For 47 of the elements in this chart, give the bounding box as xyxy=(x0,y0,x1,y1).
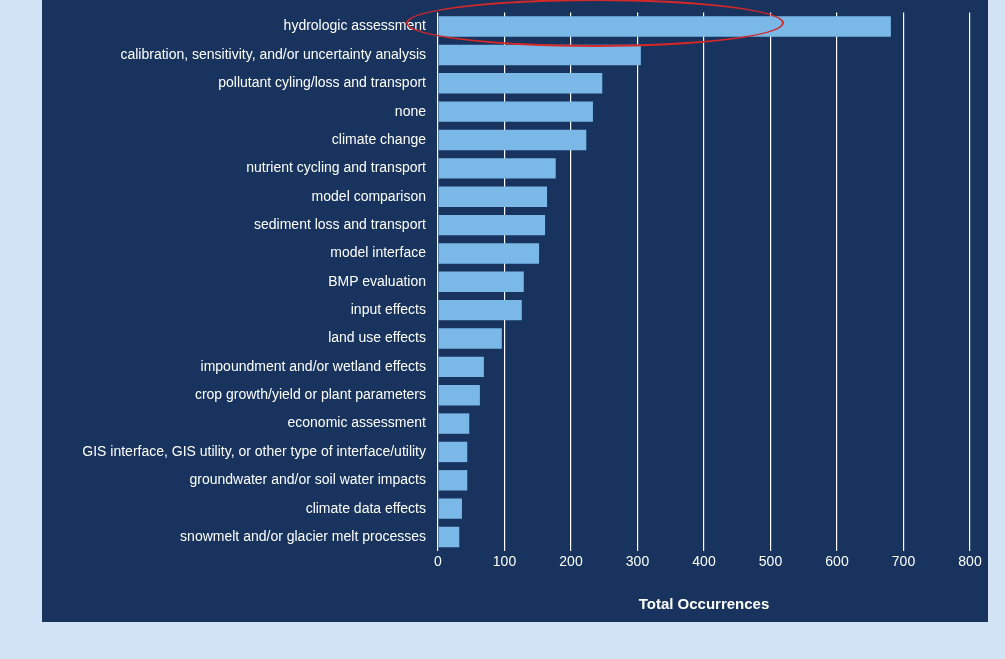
y-tick-label: none xyxy=(394,102,427,119)
x-tick-label: 800 xyxy=(958,553,982,570)
bar xyxy=(438,158,556,179)
y-tick-label: snowmelt and/or glacier melt processes xyxy=(180,527,426,544)
bar xyxy=(438,16,891,37)
bar xyxy=(438,271,524,293)
x-axis-title: Total Occurrences xyxy=(638,595,770,613)
y-tick-label: calibration, sensitivity, and/or uncertainty analysis xyxy=(120,45,426,62)
y-tick-label: groundwater and/or soil water impacts xyxy=(189,471,426,488)
x-tick-label: 200 xyxy=(559,553,583,570)
bar xyxy=(438,243,540,264)
bar xyxy=(438,413,470,434)
bar xyxy=(438,526,460,548)
bar xyxy=(438,299,522,321)
y-tick-label: BMP evaluation xyxy=(328,272,426,289)
x-tick-label: 600 xyxy=(825,553,849,570)
bar xyxy=(438,470,468,491)
y-tick-label: sediment loss and transport xyxy=(254,215,427,232)
bar xyxy=(438,214,546,236)
bar xyxy=(438,101,593,122)
bar xyxy=(438,44,641,66)
bar xyxy=(438,385,480,406)
y-tick-label: climate change xyxy=(331,130,427,147)
y-tick-label: impoundment and/or wetland effects xyxy=(200,357,426,374)
x-tick-label: 0 xyxy=(434,553,443,570)
bar xyxy=(438,356,484,378)
x-tick-label: 300 xyxy=(625,553,650,570)
x-tick-label: 100 xyxy=(492,553,517,570)
y-tick-label: nutrient cycling and transport xyxy=(246,159,427,176)
bar xyxy=(438,186,548,207)
y-tick-label: model interface xyxy=(330,244,427,261)
y-tick-label: land use effects xyxy=(328,329,426,346)
bar xyxy=(438,328,502,349)
y-tick-label: GIS interface, GIS utility, or other type of interface/utility xyxy=(82,442,426,459)
x-tick-label: 700 xyxy=(891,553,916,570)
y-tick-label: economic assessment xyxy=(287,414,427,431)
x-tick-label: 500 xyxy=(758,553,783,570)
y-tick-label: input effects xyxy=(350,301,426,318)
bar xyxy=(438,129,587,151)
bar xyxy=(438,73,603,94)
y-tick-label: pollutant cyling/loss and transport xyxy=(218,74,427,91)
bar xyxy=(438,441,468,463)
y-tick-label: crop growth/yield or plant parameters xyxy=(194,386,426,403)
y-tick-label: climate data effects xyxy=(305,499,426,516)
x-tick-label: 400 xyxy=(692,553,716,570)
bar xyxy=(438,498,462,519)
y-tick-label: model comparison xyxy=(311,187,426,204)
